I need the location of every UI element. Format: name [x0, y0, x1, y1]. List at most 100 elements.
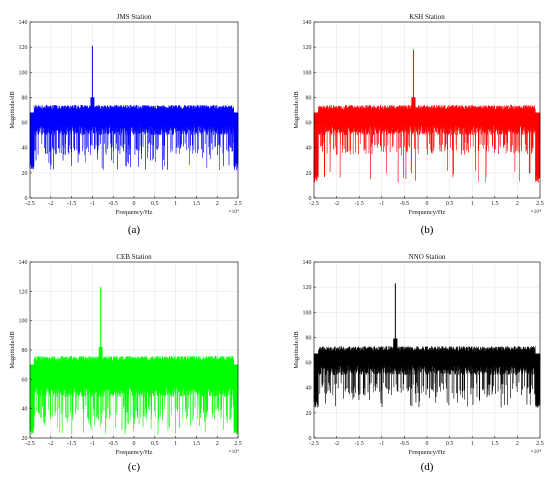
x-tick-label: -2	[48, 201, 53, 207]
panel-caption: (b)	[421, 224, 434, 236]
y-tick-label: 60	[22, 121, 28, 127]
y-tick-label: 20	[22, 171, 28, 177]
y-axis-label: Magnitude/dB	[9, 331, 16, 369]
y-tick-label: 60	[22, 377, 28, 383]
y-axis-label: Magnitude/dB	[293, 331, 300, 369]
y-tick-label: 40	[306, 146, 312, 152]
x-tick-label: -0.5	[108, 441, 118, 447]
x-tick-label: -1	[90, 441, 95, 447]
x-tick-label: 1	[471, 441, 474, 447]
x-tick-label: -2	[334, 441, 339, 447]
y-tick-label: 40	[22, 146, 28, 152]
y-tick-label: 120	[19, 45, 28, 51]
y-tick-label: 120	[19, 289, 28, 295]
y-tick-label: 0	[309, 436, 312, 442]
y-tick-label: 80	[22, 95, 28, 101]
y-tick-label: 0	[25, 196, 28, 202]
x-tick-label: 1.5	[193, 441, 201, 447]
spectrum-trace	[313, 97, 541, 183]
x-multiplier: ×10⁴	[530, 449, 541, 455]
panel-caption: (a)	[128, 224, 141, 236]
x-tick-label: 0	[426, 441, 429, 447]
y-tick-label: 80	[306, 335, 312, 341]
x-tick-label: 2.5	[536, 201, 544, 207]
y-tick-label: 140	[303, 20, 312, 26]
x-tick-label: -2.5	[309, 441, 319, 447]
y-tick-label: 120	[303, 285, 312, 291]
x-tick-label: 0	[133, 441, 136, 447]
x-tick-label: -2	[334, 201, 339, 207]
panel-caption: (c)	[128, 461, 141, 473]
y-axis-label: Magnitude/dB	[293, 91, 300, 129]
y-tick-label: 20	[22, 436, 28, 442]
y-tick-label: 140	[303, 260, 312, 266]
x-axis-label: Frequency/Hz	[116, 209, 153, 216]
x-tick-label: 1.5	[491, 201, 499, 207]
x-tick-label: -2.5	[25, 201, 35, 207]
y-tick-label: 40	[306, 386, 312, 392]
x-tick-label: 1.5	[193, 201, 201, 207]
x-tick-label: 0	[133, 201, 136, 207]
y-tick-label: 20	[306, 411, 312, 417]
y-tick-label: 100	[19, 70, 28, 76]
x-tick-label: 0.5	[446, 441, 454, 447]
x-tick-label: 2	[216, 441, 219, 447]
x-tick-label: 0.5	[446, 201, 454, 207]
x-tick-label: -1.5	[354, 201, 364, 207]
chart-title: CEB Station	[116, 253, 152, 261]
x-tick-label: -1	[90, 201, 95, 207]
panel-c: -2.5 -2 -1.5 -1 -0.5 0 0.5 1 1.5 2 2.5 20 40 60 80 100 1…	[9, 253, 242, 473]
spectrum-trace	[29, 97, 239, 171]
x-axis-label: Frequency/Hz	[116, 449, 153, 456]
x-tick-label: 0.5	[151, 201, 159, 207]
x-tick-label: 1	[471, 201, 474, 207]
x-tick-label: -1.5	[67, 441, 77, 447]
y-tick-label: 120	[303, 45, 312, 51]
x-tick-label: 2.5	[234, 441, 242, 447]
x-tick-label: -1.5	[354, 441, 364, 447]
x-multiplier: ×10⁴	[530, 209, 541, 215]
panel-d: -2.5 -2 -1.5 -1 -0.5 0 0.5 1 1.5 2 2.5 0 20 40 60 80 100…	[293, 253, 544, 473]
panel-a: -2.5 -2 -1.5 -1 -0.5 0 0.5 1 1.5 2 2.5 0 20 40 60 80 100…	[9, 13, 242, 236]
y-tick-label: 0	[309, 196, 312, 202]
x-tick-label: 2	[516, 441, 519, 447]
y-tick-label: 60	[306, 361, 312, 367]
x-tick-label: -1	[379, 201, 384, 207]
x-tick-label: 2.5	[536, 441, 544, 447]
y-tick-label: 40	[22, 407, 28, 413]
x-tick-label: 1.5	[491, 441, 499, 447]
x-tick-label: 0.5	[151, 441, 159, 447]
x-tick-label: 1	[174, 441, 177, 447]
y-tick-label: 100	[303, 310, 312, 316]
y-tick-label: 80	[306, 95, 312, 101]
x-tick-label: 0	[426, 201, 429, 207]
x-multiplier: ×10⁴	[228, 449, 239, 455]
y-tick-label: 140	[19, 260, 28, 266]
x-tick-label: -0.5	[400, 201, 410, 207]
y-axis-label: Magnitude/dB	[9, 91, 16, 129]
y-tick-label: 60	[306, 121, 312, 127]
chart-title: NNO Station	[409, 253, 446, 261]
x-tick-label: 2.5	[234, 201, 242, 207]
panel-b: -2.5 -2 -1.5 -1 -0.5 0 0.5 1 1.5 2 2.5 0 20 40 60 80 100…	[293, 13, 544, 236]
x-axis-label: Frequency/Hz	[409, 449, 446, 456]
x-tick-label: -2.5	[309, 201, 319, 207]
spectrum-trace	[29, 347, 239, 435]
chart-title: KSH Station	[409, 13, 445, 21]
x-tick-label: -0.5	[400, 441, 410, 447]
x-tick-label: -1	[379, 441, 384, 447]
x-multiplier: ×10⁴	[228, 209, 239, 215]
x-tick-label: 2	[516, 201, 519, 207]
spectrum-trace	[313, 338, 541, 408]
y-tick-label: 140	[19, 20, 28, 26]
x-tick-label: 2	[216, 201, 219, 207]
x-axis-label: Frequency/Hz	[409, 209, 446, 216]
x-tick-label: -2.5	[25, 441, 35, 447]
y-tick-label: 20	[306, 171, 312, 177]
y-tick-label: 100	[303, 70, 312, 76]
y-tick-label: 100	[19, 319, 28, 325]
x-tick-label: -0.5	[108, 201, 118, 207]
x-tick-label: 1	[174, 201, 177, 207]
